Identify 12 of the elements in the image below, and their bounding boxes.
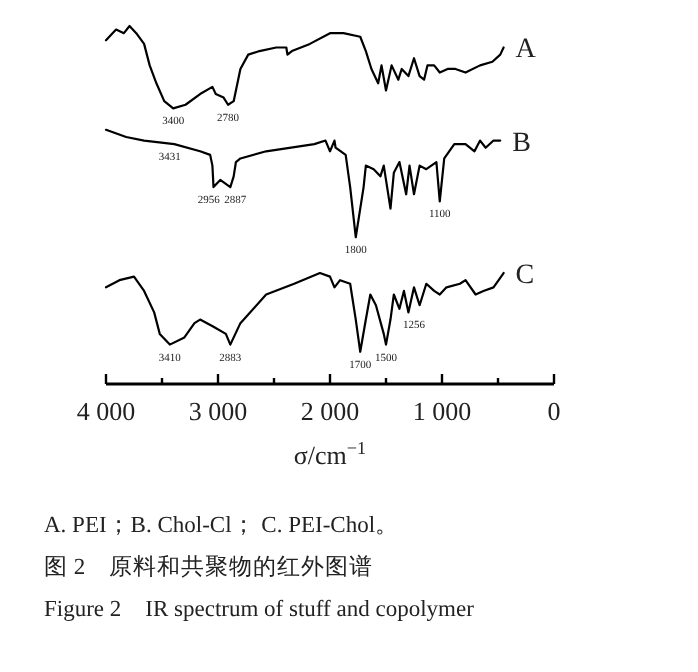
caption: 图 2 原料和共聚物的红外图谱 xyxy=(44,552,374,580)
series-label: A xyxy=(515,35,538,66)
x-tick-label: 1 000 xyxy=(412,396,472,426)
x-axis-title: σ/cm$^{−1}$ xyxy=(293,438,367,470)
text: A. PEI；B. Chol-Cl； C. PEI-Chol。 xyxy=(44,514,400,538)
x-tick-label: 4 000 xyxy=(76,396,136,426)
x-tick-label: 2 000 xyxy=(300,396,360,426)
caption: Figure 2 IR spectrum of stuff and copolymer xyxy=(44,598,475,622)
series-label: B xyxy=(512,128,531,159)
x-tick-label: 3 000 xyxy=(188,396,248,426)
series-label: C xyxy=(515,261,535,292)
x-tick-label: 0 xyxy=(547,396,561,426)
